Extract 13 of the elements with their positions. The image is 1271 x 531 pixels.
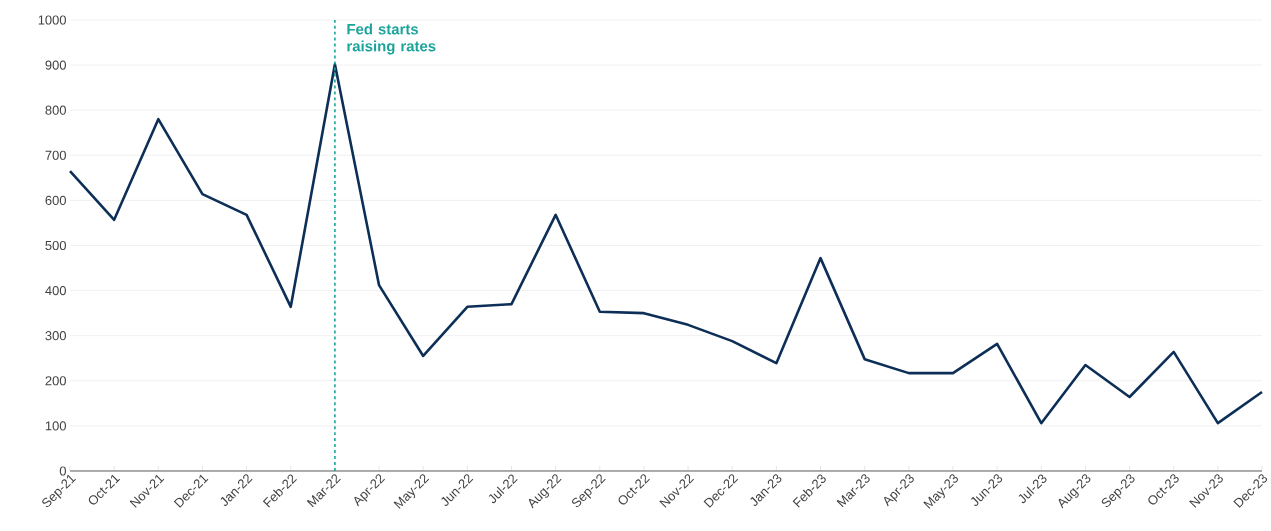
y-tick-label: 800 bbox=[45, 105, 66, 115]
ref-line-label: Fed starts raising rates bbox=[347, 23, 436, 55]
y-tick-label: 900 bbox=[45, 60, 66, 70]
line-series bbox=[68, 62, 1264, 425]
y-tick-label: 1000 bbox=[38, 15, 66, 25]
y-tick-label: 100 bbox=[45, 421, 66, 431]
y-tick-label: 0 bbox=[59, 466, 66, 476]
y-tick-label: 600 bbox=[45, 195, 66, 205]
y-tick-label: 700 bbox=[45, 150, 66, 160]
y-tick-label: 300 bbox=[45, 331, 66, 341]
y-tick-label: 200 bbox=[45, 376, 66, 386]
y-tick-label: 400 bbox=[45, 286, 66, 296]
y-tick-label: 500 bbox=[45, 240, 66, 251]
